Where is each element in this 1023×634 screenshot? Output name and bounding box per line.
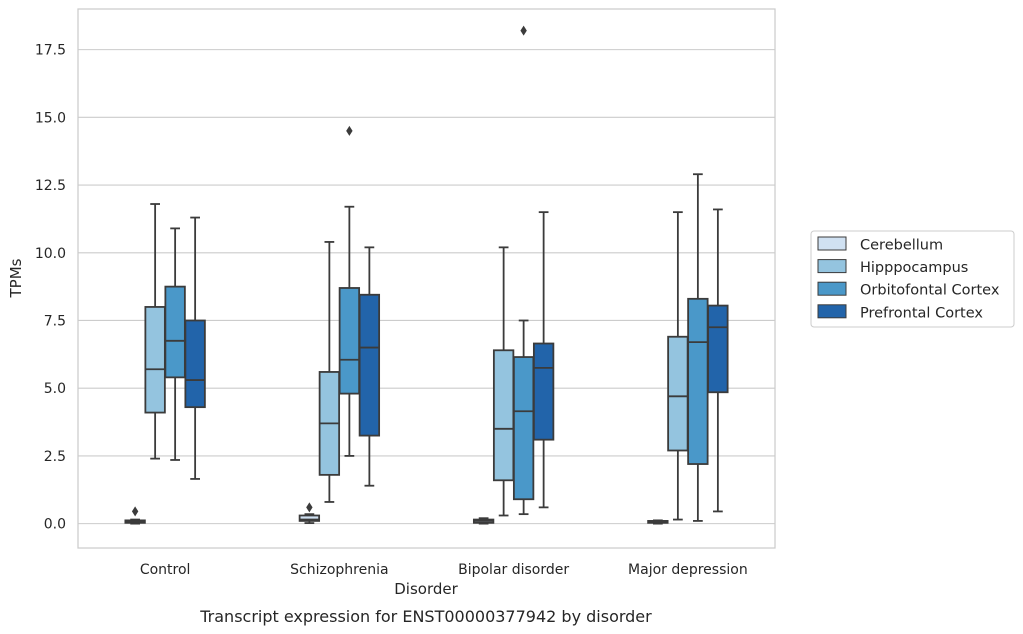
box-group: [647, 519, 669, 525]
box-group: [472, 517, 495, 525]
y-tick-label: 5.0: [44, 381, 66, 397]
outlier-point: [520, 25, 527, 36]
series-group: [184, 208, 729, 513]
series-group: [144, 203, 689, 521]
plot-area-frame: [77, 8, 776, 549]
box: [144, 306, 166, 414]
box: [298, 514, 321, 522]
legend-swatch: [817, 236, 847, 251]
series-group: [164, 25, 709, 522]
chart-caption: Transcript expression for ENST0000037794…: [199, 607, 652, 626]
box-group: [338, 125, 361, 457]
y-tick-label: 15.0: [35, 110, 66, 126]
y-tick-label: 0.0: [44, 517, 66, 533]
legend-swatch: [817, 304, 847, 319]
box-series-layer: [124, 25, 729, 525]
y-tick-label: 12.5: [35, 178, 66, 194]
x-tick-label: Schizophrenia: [290, 562, 388, 578]
legend-swatch: [817, 281, 847, 296]
legend-label: Prefrontal Cortex: [860, 305, 983, 321]
series-group: [124, 502, 669, 525]
outlier-point: [131, 506, 139, 517]
box: [338, 287, 361, 395]
box: [164, 285, 186, 379]
box-group: [318, 241, 341, 503]
legend-label: Cerebellum: [860, 238, 943, 254]
box-group: [512, 25, 535, 516]
legend-frame: [810, 230, 1015, 328]
box: [707, 304, 729, 394]
box-group: [298, 502, 321, 524]
box-group: [358, 246, 381, 487]
box-group: [144, 203, 166, 460]
box-group: [492, 246, 515, 517]
box: [358, 293, 381, 437]
box-group: [667, 211, 689, 521]
box: [667, 335, 689, 452]
x-tick-label: Bipolar disorder: [458, 562, 569, 578]
box: [532, 342, 555, 441]
box: [184, 319, 206, 409]
x-tick-label: Major depression: [628, 562, 748, 578]
y-tick-labels: 0.0 2.5 5.0 7.5 10.0 12.5 15.0 17.5: [35, 43, 66, 533]
x-axis-title: Disorder: [394, 580, 458, 598]
outlier-point: [346, 125, 353, 136]
x-tick-label: Control: [140, 562, 191, 578]
y-tick-label: 17.5: [35, 43, 66, 59]
legend: Cerebellum Hipppocampus Orbitofontal Corte…: [810, 230, 1015, 328]
legend-label: Orbitofontal Cortex: [860, 283, 1000, 299]
box: [687, 297, 709, 465]
y-tick-label: 2.5: [44, 449, 66, 465]
box-group: [687, 173, 709, 522]
legend-label: Hipppocampus: [860, 260, 968, 276]
box-group: [707, 208, 729, 513]
outlier-point: [306, 502, 313, 513]
box-group: [124, 506, 146, 525]
box: [492, 349, 515, 482]
y-tick-label: 10.0: [35, 246, 66, 262]
y-tick-label: 7.5: [44, 313, 66, 329]
box-group: [532, 211, 555, 509]
x-tick-labels: Control Schizophrenia Bipolar disorder Majo…: [140, 562, 748, 578]
box-group: [164, 227, 186, 461]
y-axis-title: TPMs: [7, 258, 25, 298]
legend-swatch: [817, 259, 847, 274]
box: [512, 356, 535, 501]
box-group: [184, 216, 206, 480]
